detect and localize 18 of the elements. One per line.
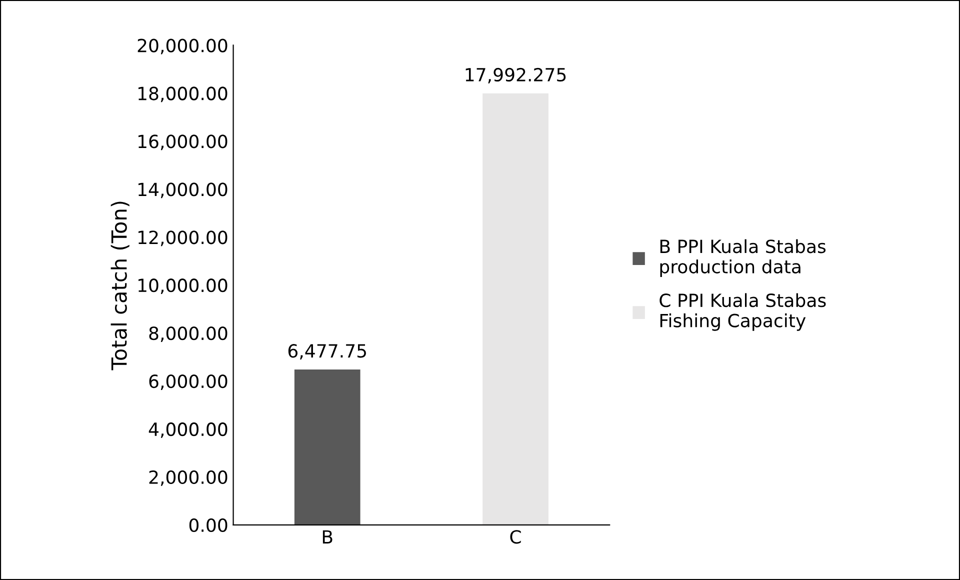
legend-label: C PPI Kuala Stabas Fishing Capacity bbox=[660, 293, 826, 331]
y-tick-label: 10,000.00 bbox=[138, 278, 228, 294]
y-tick-label: 14,000.00 bbox=[138, 182, 228, 198]
x-tick-label: C bbox=[510, 530, 521, 544]
y-tick-label: 0.00 bbox=[189, 518, 228, 532]
data-label: 17,992.275 bbox=[466, 68, 566, 84]
y-tick-label: 6,000.00 bbox=[149, 374, 228, 390]
y-tick-label: 2,000.00 bbox=[149, 470, 228, 486]
y-tick-label: 18,000.00 bbox=[138, 86, 228, 102]
y-tick-label: 16,000.00 bbox=[138, 134, 228, 150]
y-tick-label: 20,000.00 bbox=[138, 38, 228, 54]
legend-label: B PPI Kuala Stabas production data bbox=[660, 239, 826, 277]
y-tick-label: 4,000.00 bbox=[148, 422, 228, 438]
y-tick-label: 12,000.00 bbox=[138, 230, 228, 246]
y-tick-label: 8,000.00 bbox=[149, 326, 228, 342]
data-label: 6,477.75 bbox=[288, 344, 366, 360]
y-axis-title: Total catch (Ton) bbox=[110, 202, 130, 370]
x-tick-label: B bbox=[322, 530, 332, 544]
